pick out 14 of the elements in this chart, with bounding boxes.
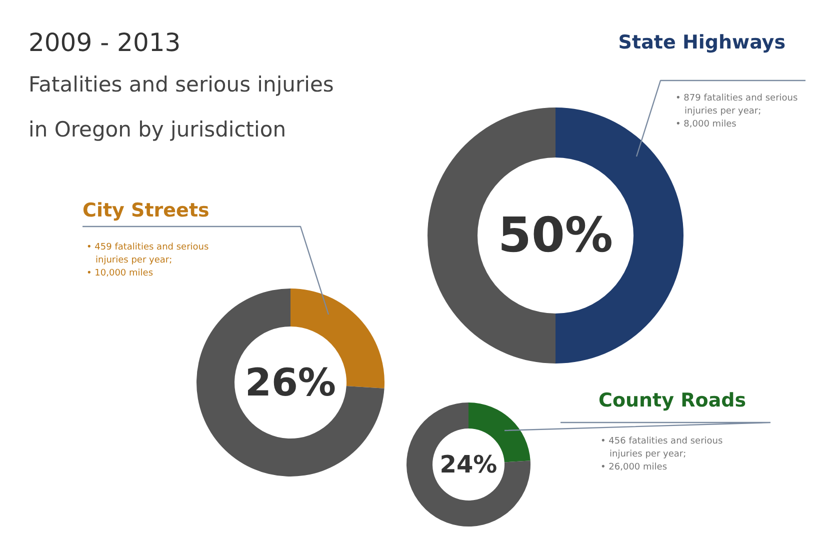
text: • 10,000 miles — [86, 268, 154, 278]
text: Fatalities and serious injuries in Oregon by jurisdiction — [28, 72, 334, 142]
text: • 456 fatalities and serious injuries per year; — [600, 436, 723, 460]
data-label: 50% — [498, 208, 613, 264]
text: • 879 fatalities and serious injuries per year; — [676, 94, 798, 116]
text: • 26,000 miles — [600, 462, 668, 472]
text: • 8,000 miles — [676, 120, 737, 130]
data-label: 24% — [440, 450, 498, 478]
text: County Roads — [598, 390, 746, 412]
text: 2009 - 2013 — [28, 28, 181, 57]
text: • 459 fatalities and serious injuries per year; — [86, 242, 209, 266]
data-label: 26% — [245, 360, 336, 404]
chart-title: City Streets — [82, 200, 210, 222]
chart-title: State Highways — [618, 32, 786, 54]
